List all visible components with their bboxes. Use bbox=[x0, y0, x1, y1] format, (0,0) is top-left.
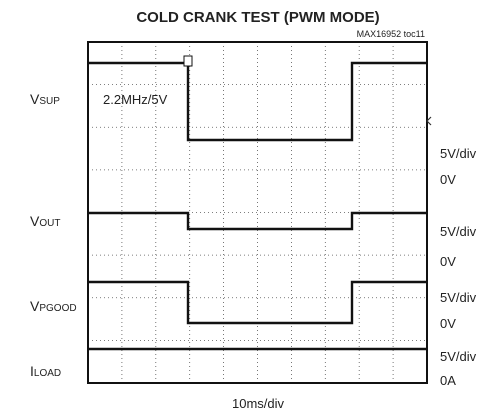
grid bbox=[88, 42, 427, 383]
channel-name: V bbox=[30, 298, 40, 314]
scale-label: 5V/div bbox=[440, 349, 477, 364]
scale-label: 5V/div bbox=[440, 146, 477, 161]
scale-label: 0V bbox=[440, 172, 456, 187]
scale-labels: 5V/div 0V 5V/div 0V 5V/div 0V 5V/div 0A bbox=[440, 146, 477, 388]
channel-sub: PGOOD bbox=[39, 303, 76, 314]
scale-label: 0V bbox=[440, 254, 456, 269]
trace-vout bbox=[89, 211, 426, 231]
level-marker bbox=[426, 116, 432, 126]
scale-label: 0V bbox=[440, 316, 456, 331]
channel-sub: OUT bbox=[39, 218, 60, 229]
channel-label: VSUP bbox=[30, 91, 60, 107]
plot-frame bbox=[87, 41, 428, 384]
scale-label: 0A bbox=[440, 373, 456, 388]
channel-label: VOUT bbox=[30, 213, 60, 229]
trace-vsup bbox=[89, 61, 426, 142]
scale-label: 5V/div bbox=[440, 290, 477, 305]
channel-sub: SUP bbox=[39, 96, 60, 107]
channel-label: ILOAD bbox=[30, 363, 61, 379]
title: COLD CRANK TEST (PWM MODE) bbox=[136, 9, 379, 26]
channel-name: I bbox=[30, 363, 34, 379]
channel-name: V bbox=[30, 213, 40, 229]
timebase: 10ms/div bbox=[232, 396, 285, 411]
channel-sub: LOAD bbox=[34, 368, 61, 379]
trigger-marker bbox=[183, 55, 193, 67]
annotation: 2.2MHz/5V bbox=[103, 92, 168, 107]
trace-vpgood bbox=[89, 280, 426, 325]
channel-name: V bbox=[30, 91, 40, 107]
figure-id: MAX16952 toc11 bbox=[357, 29, 425, 39]
channel-label: VPGOOD bbox=[30, 298, 77, 314]
scale-label: 5V/div bbox=[440, 224, 477, 239]
